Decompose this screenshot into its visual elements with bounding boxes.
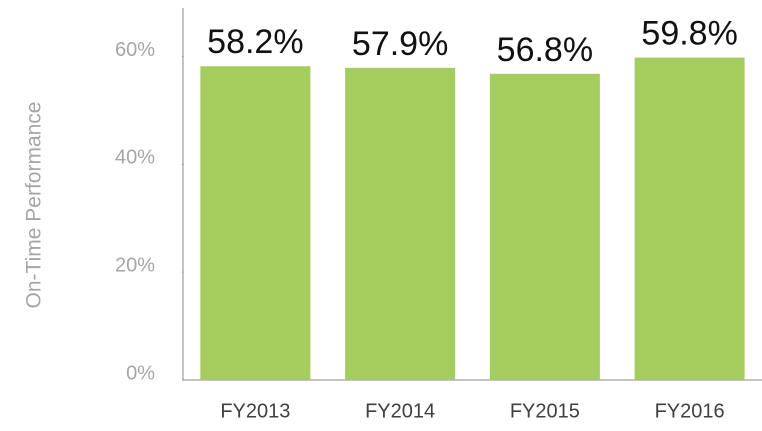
bar: [200, 66, 311, 381]
bar: [634, 57, 745, 380]
bar: [345, 67, 456, 380]
y-tick-label: 60%: [115, 39, 155, 61]
x-tick-label: FY2013: [220, 400, 290, 422]
y-axis-label: On-Time Performance: [23, 102, 46, 309]
y-tick-label: 20%: [115, 254, 155, 276]
bar: [489, 73, 600, 380]
value-label: 58.2%: [207, 23, 303, 61]
x-tick-label: FY2016: [655, 400, 725, 422]
value-label: 59.8%: [641, 15, 737, 53]
y-tick-label: 0%: [126, 362, 155, 384]
x-tick-label: FY2014: [365, 400, 435, 422]
x-tick-label: FY2015: [510, 400, 580, 422]
value-label: 56.8%: [497, 31, 593, 69]
y-tick-label: 40%: [115, 147, 155, 169]
value-label: 57.9%: [352, 25, 448, 63]
